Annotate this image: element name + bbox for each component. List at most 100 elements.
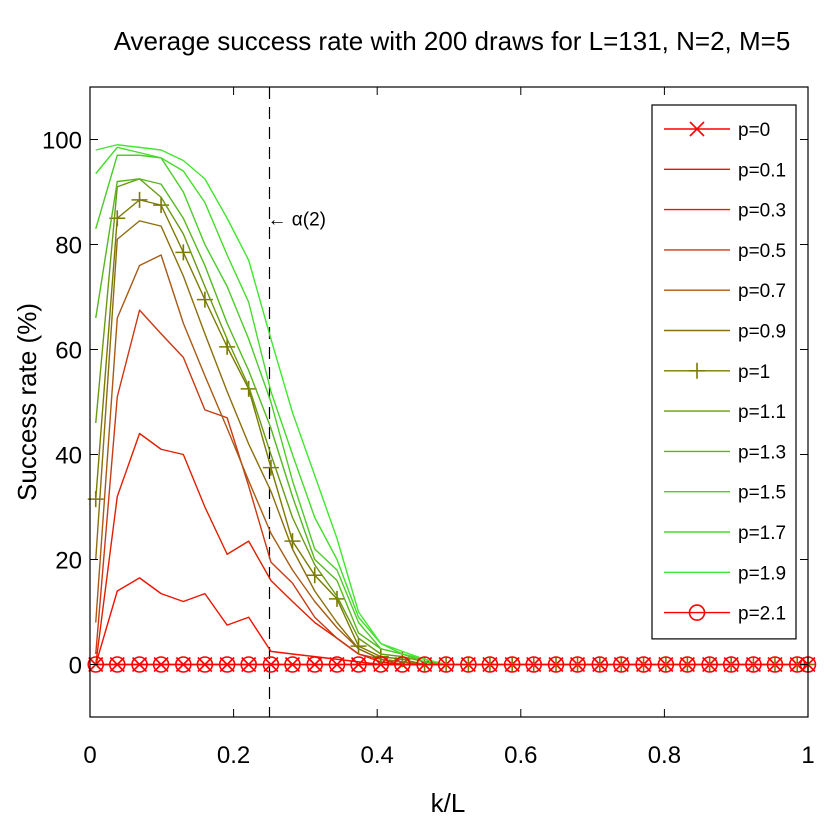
data-point bbox=[284, 656, 301, 673]
marker-stroke bbox=[196, 656, 214, 673]
legend-entry: p=1.7 bbox=[664, 523, 786, 544]
marker-stroke bbox=[437, 656, 455, 673]
y-tick-label: 20 bbox=[55, 548, 82, 575]
legend-label: p=1 bbox=[738, 362, 770, 383]
axes: 0 20 40 60 80 100 0 0.2 0.4 0.6 0.8 1 bbox=[42, 86, 815, 769]
data-point bbox=[219, 338, 236, 355]
marker-stroke bbox=[262, 656, 280, 673]
legend-entry: p=0.7 bbox=[664, 281, 786, 302]
data-point bbox=[175, 656, 192, 673]
legend-label: p=0 bbox=[738, 120, 770, 141]
x-tick-label: 1 bbox=[801, 742, 814, 769]
data-point bbox=[350, 656, 367, 673]
data-point bbox=[306, 656, 324, 673]
data-point bbox=[481, 656, 499, 673]
legend-label: p=1.1 bbox=[738, 402, 786, 423]
legend-label: p=0.3 bbox=[738, 201, 786, 222]
data-point bbox=[350, 638, 367, 655]
marker-stroke bbox=[689, 121, 705, 137]
y-tick-label: 100 bbox=[42, 128, 82, 155]
data-point bbox=[87, 656, 105, 673]
marker-stroke bbox=[657, 656, 675, 673]
marker-stroke bbox=[591, 656, 609, 673]
data-point bbox=[262, 459, 279, 476]
data-point bbox=[131, 656, 148, 673]
x-tick-label: 0.2 bbox=[217, 742, 250, 769]
data-point bbox=[766, 656, 784, 673]
legend-entry: p=0.9 bbox=[664, 322, 786, 343]
marker-stroke bbox=[108, 656, 126, 673]
y-tick-label: 0 bbox=[69, 653, 82, 680]
series-p=2.1 bbox=[87, 656, 817, 673]
marker-stroke bbox=[525, 656, 543, 673]
data-point bbox=[394, 656, 411, 673]
data-point bbox=[722, 656, 740, 673]
marker-stroke bbox=[328, 656, 346, 673]
data-point bbox=[525, 656, 543, 673]
data-point bbox=[196, 656, 214, 673]
legend-label: p=0.1 bbox=[738, 160, 786, 181]
plot-area: ← α(2) bbox=[87, 87, 817, 717]
data-point bbox=[175, 244, 192, 261]
legend-label: p=0.5 bbox=[738, 241, 786, 262]
marker-stroke bbox=[240, 656, 257, 673]
x-tick-label: 0.6 bbox=[504, 742, 537, 769]
marker-stroke bbox=[481, 656, 499, 673]
legend-entry: p=1.3 bbox=[664, 442, 786, 463]
marker-stroke bbox=[766, 656, 784, 673]
y-tick-label: 60 bbox=[55, 338, 82, 365]
marker-stroke bbox=[635, 656, 652, 673]
data-point bbox=[153, 197, 170, 214]
legend-entry: p=0.1 bbox=[664, 160, 786, 181]
data-point bbox=[328, 590, 345, 607]
data-point bbox=[635, 656, 652, 673]
data-point bbox=[372, 656, 390, 673]
legend-label: p=1.7 bbox=[738, 523, 786, 544]
legend-entry: p=0 bbox=[664, 120, 770, 141]
marker-stroke bbox=[394, 656, 411, 673]
legend-entry: p=1.9 bbox=[664, 563, 786, 584]
data-point bbox=[437, 656, 455, 673]
data-point bbox=[547, 656, 565, 673]
data-point bbox=[657, 656, 675, 673]
data-point bbox=[613, 656, 630, 673]
legend-label: p=0.9 bbox=[738, 322, 786, 343]
legend-entry: p=1 bbox=[664, 362, 770, 383]
data-point bbox=[328, 656, 346, 673]
marker-stroke bbox=[679, 656, 696, 673]
data-point bbox=[591, 656, 609, 673]
marker-stroke bbox=[152, 656, 170, 673]
marker-stroke bbox=[372, 656, 390, 673]
x-axis-label: k/L bbox=[431, 788, 466, 818]
x-tick-label: 0 bbox=[83, 742, 96, 769]
marker-stroke bbox=[503, 656, 521, 673]
y-tick-label: 40 bbox=[55, 443, 82, 470]
data-point bbox=[240, 656, 257, 673]
marker-stroke bbox=[131, 656, 148, 673]
marker-stroke bbox=[218, 656, 236, 673]
x-tick-label: 0.8 bbox=[648, 742, 681, 769]
y-axis-label: Success rate (%) bbox=[12, 303, 42, 501]
data-point bbox=[131, 191, 148, 208]
chart-title: Average success rate with 200 draws for … bbox=[114, 26, 791, 56]
marker-stroke bbox=[350, 656, 367, 673]
marker-stroke bbox=[416, 656, 433, 673]
data-point bbox=[503, 656, 521, 673]
legend-entry: p=0.5 bbox=[664, 241, 786, 262]
data-point bbox=[152, 656, 170, 673]
marker-stroke bbox=[569, 656, 586, 673]
legend-label: p=1.5 bbox=[738, 483, 786, 504]
marker-stroke bbox=[284, 656, 301, 673]
data-point bbox=[701, 656, 718, 673]
marker-stroke bbox=[460, 656, 477, 673]
data-point bbox=[416, 656, 433, 673]
plot-frame bbox=[89, 86, 809, 718]
legend-entry: p=0.3 bbox=[664, 201, 786, 222]
data-point bbox=[745, 656, 762, 673]
marker-stroke bbox=[688, 604, 706, 621]
data-point bbox=[284, 533, 301, 550]
legend-label: p=2.1 bbox=[738, 604, 786, 625]
legend: p=0 p=0.1 p=0.3 p=0.5 p=0.7 p=0.9 p=1 p=1.1 p=1.… bbox=[651, 104, 797, 640]
